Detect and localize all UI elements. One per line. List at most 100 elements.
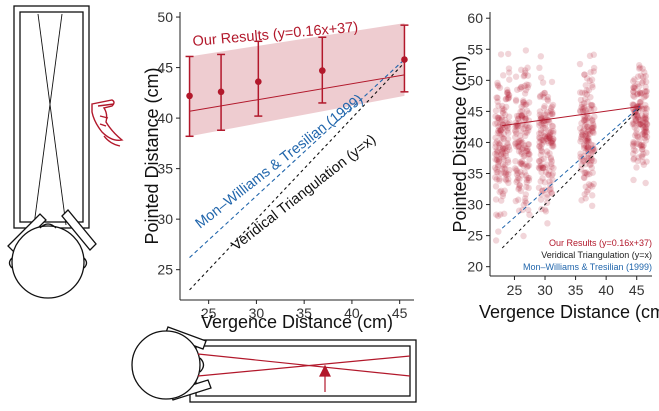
scatter-point (634, 134, 642, 141)
scatter-fit-line (502, 105, 640, 127)
scatter-point (549, 123, 557, 130)
scatter-point (541, 130, 548, 137)
scatter-point (542, 132, 549, 140)
scatter-point (495, 140, 502, 147)
scatter-point (522, 86, 530, 94)
scatter-point (492, 183, 500, 190)
scatter-point (642, 128, 649, 136)
scatter-point (586, 105, 593, 112)
scatter-point (587, 93, 594, 101)
scatter-point (505, 113, 513, 120)
scatter-point (547, 154, 555, 161)
scatter-point (589, 102, 596, 109)
scatter-point (549, 101, 557, 109)
scatter-point (513, 86, 521, 93)
scatter-point (515, 148, 523, 155)
scatter-point (536, 130, 543, 137)
scatter-point (523, 107, 531, 115)
scatter-point (541, 102, 548, 110)
scatter-point (544, 93, 552, 101)
scatter-point (521, 115, 529, 123)
scatter-point (643, 78, 650, 86)
scatter-point (494, 114, 502, 121)
scatter-point (578, 101, 586, 108)
scatter-point (494, 79, 501, 87)
scatter-point (547, 107, 554, 115)
confidence-band (189, 23, 405, 137)
scatter-point (522, 47, 530, 54)
scatter-point (642, 101, 649, 109)
scatter-point (498, 197, 505, 204)
scatter-point (591, 113, 598, 120)
scatter-point (636, 136, 643, 143)
scatter-point (579, 131, 586, 138)
scatter-point (495, 228, 502, 235)
scatter-point (494, 169, 502, 176)
scatter-point (522, 129, 529, 136)
scatter-point (642, 119, 650, 126)
scatter-point (523, 176, 530, 183)
scatter-point (517, 159, 524, 166)
y-tick-label: 45 (467, 103, 483, 119)
scatter-point (495, 155, 503, 163)
scatter-point (641, 126, 648, 133)
scatter-point (549, 170, 557, 177)
scatter-point (546, 167, 553, 174)
scatter-point (516, 85, 524, 92)
x-tick-label: 35 (568, 282, 584, 298)
scatter-point (492, 120, 499, 127)
scatter-point (536, 165, 543, 172)
scatter-point (577, 150, 584, 157)
data-point (186, 92, 193, 100)
scatter-point (642, 179, 649, 187)
scatter-point (494, 156, 501, 163)
scatter-point (525, 110, 532, 117)
scatter-point (640, 150, 647, 158)
scatter-point (501, 145, 508, 153)
scatter-point (583, 143, 590, 150)
scatter-point (544, 97, 552, 104)
scatter-point (502, 169, 510, 176)
scatter-point (504, 159, 512, 166)
scatter-point (539, 136, 546, 144)
scatter-point (581, 152, 588, 160)
scatter-point (635, 62, 643, 69)
scatter-point (492, 113, 499, 120)
scatter-point (642, 119, 649, 126)
scatter-point (634, 114, 642, 121)
scatter-point (498, 116, 505, 123)
scatter-point (634, 157, 641, 165)
scatter-point (581, 117, 588, 124)
scatter-point (518, 84, 525, 91)
scatter-point (541, 133, 548, 140)
scatter-point (497, 127, 504, 134)
x-tick-label: 30 (249, 305, 265, 321)
scatter-point (581, 122, 589, 129)
scatter-point (590, 68, 598, 75)
scatter-point (642, 105, 649, 112)
scatter-point (630, 142, 637, 150)
scatter-point (525, 150, 533, 158)
scatter-point (524, 147, 532, 155)
scatter-point (522, 101, 529, 109)
scatter-point (537, 144, 545, 152)
scatter-point (505, 176, 512, 183)
scatter-point (642, 112, 649, 119)
scatter-point (637, 116, 644, 123)
scatter-point (525, 174, 533, 182)
scatter-point (590, 129, 597, 137)
scatter-point (589, 127, 596, 135)
scatter-point (496, 141, 503, 148)
scatter-point (589, 124, 597, 131)
scatter-point (520, 98, 527, 106)
scatter-point (640, 161, 648, 168)
scatter-point (636, 116, 643, 124)
scatter-point (641, 88, 649, 95)
scatter-point (502, 144, 509, 151)
scatter-point (548, 122, 556, 130)
scatter-point (505, 179, 512, 187)
y-tick-label: 25 (157, 262, 173, 278)
scatter-point (639, 122, 646, 129)
scatter-point (643, 105, 651, 112)
scatter-point (638, 146, 646, 153)
